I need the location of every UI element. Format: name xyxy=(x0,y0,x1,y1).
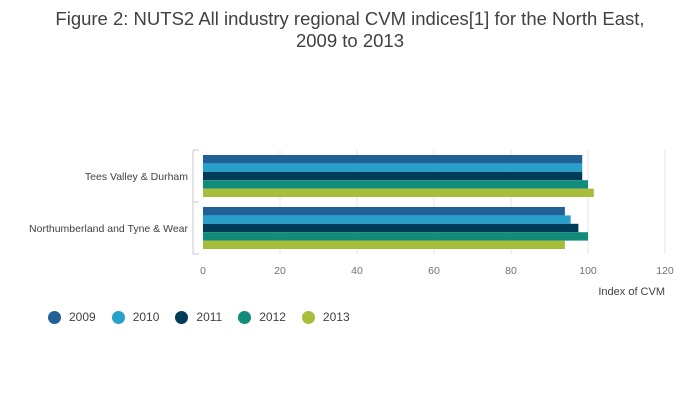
x-axis-title: Index of CVM xyxy=(598,286,665,298)
chart-title-line-2: 2009 to 2013 xyxy=(295,30,405,51)
legend-swatch-2013 xyxy=(301,310,315,324)
legend-label-2013: 2013 xyxy=(322,310,350,324)
category-label-2: Northumberland and Tyne & Wear xyxy=(29,223,188,235)
bar-2013-1 xyxy=(203,188,594,197)
x-tick-label-80: 80 xyxy=(505,265,517,277)
bar-2010-1 xyxy=(203,163,583,172)
bar-2009-2 xyxy=(203,207,565,216)
legend-label-2010: 2010 xyxy=(132,310,160,324)
bar-2012-1 xyxy=(203,180,588,189)
bar-2011-1 xyxy=(203,171,583,181)
bar-2010-2 xyxy=(203,215,571,224)
bar-2013-2 xyxy=(203,240,565,249)
legend-item-2012[interactable]: 2012 xyxy=(238,310,286,324)
legend: 2009 2010 2011 2012 2013 xyxy=(48,310,366,324)
legend-item-2013[interactable]: 2013 xyxy=(301,310,350,324)
legend-label-2011: 2011 xyxy=(196,310,223,324)
bar-2009-1 xyxy=(203,155,583,164)
x-tick-label-0: 0 xyxy=(200,265,206,277)
legend-swatch-2009 xyxy=(48,310,61,324)
category-label-1: Tees Valley & Durham xyxy=(85,171,188,183)
legend-item-2009[interactable]: 2009 xyxy=(48,310,96,324)
legend-swatch-2011 xyxy=(175,310,189,324)
legend-label-2009: 2009 xyxy=(69,310,96,324)
bar-2011-2 xyxy=(203,223,579,233)
x-tick-label-40: 40 xyxy=(351,265,363,277)
legend-item-2010[interactable]: 2010 xyxy=(111,310,160,324)
x-tick-label-20: 20 xyxy=(274,265,286,277)
legend-item-2011[interactable]: 2011 xyxy=(175,310,222,324)
legend-label-2012: 2012 xyxy=(259,310,286,324)
x-tick-label-100: 100 xyxy=(579,265,597,277)
x-tick-label-120: 120 xyxy=(656,265,674,277)
legend-swatch-2012 xyxy=(238,310,252,324)
chart-title-line-1: Figure 2: NUTS2 All industry regional CV… xyxy=(55,8,645,29)
bar-2012-2 xyxy=(203,232,588,241)
x-tick-label-60: 60 xyxy=(428,265,440,277)
legend-swatch-2010 xyxy=(111,310,125,324)
chart-title: Figure 2: NUTS2 All industry regional CV… xyxy=(0,8,700,52)
